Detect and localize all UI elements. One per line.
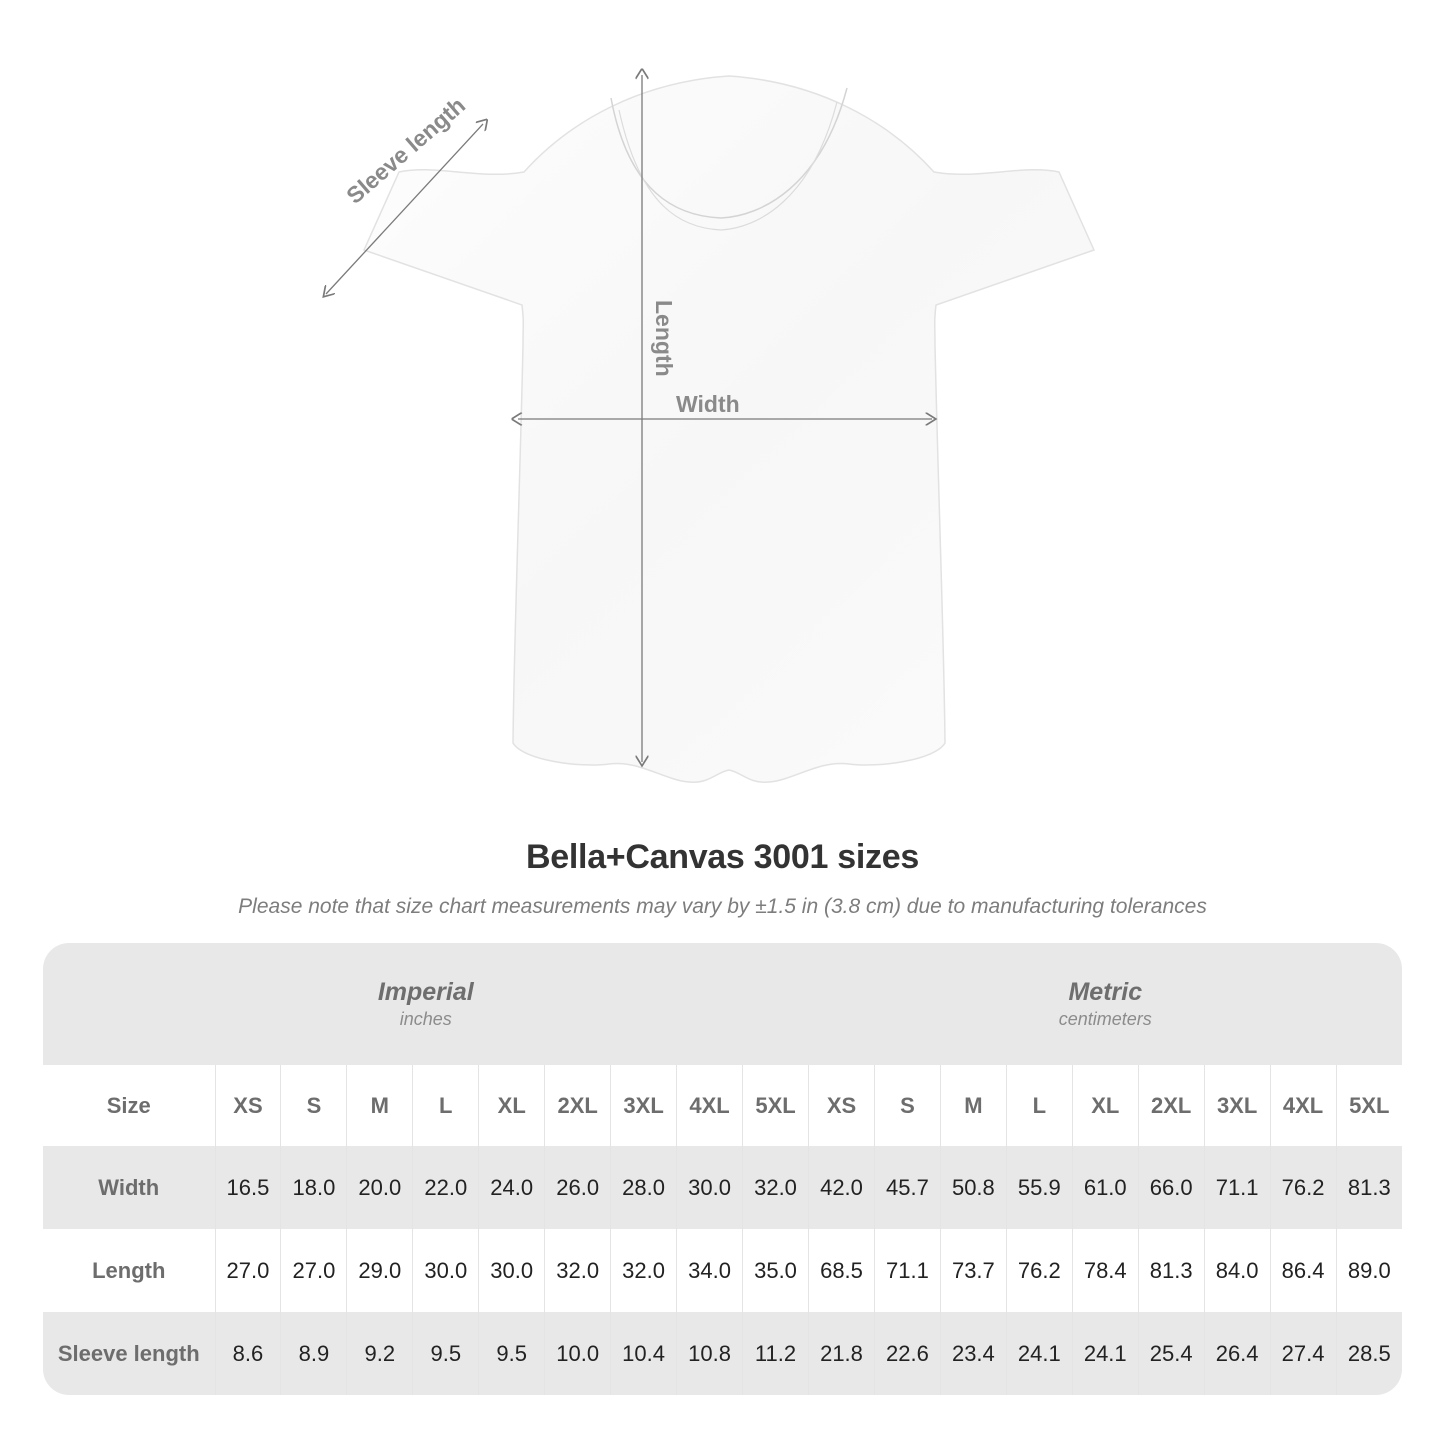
svg-text:Width: Width (676, 391, 740, 417)
svg-text:Length: Length (651, 300, 677, 377)
